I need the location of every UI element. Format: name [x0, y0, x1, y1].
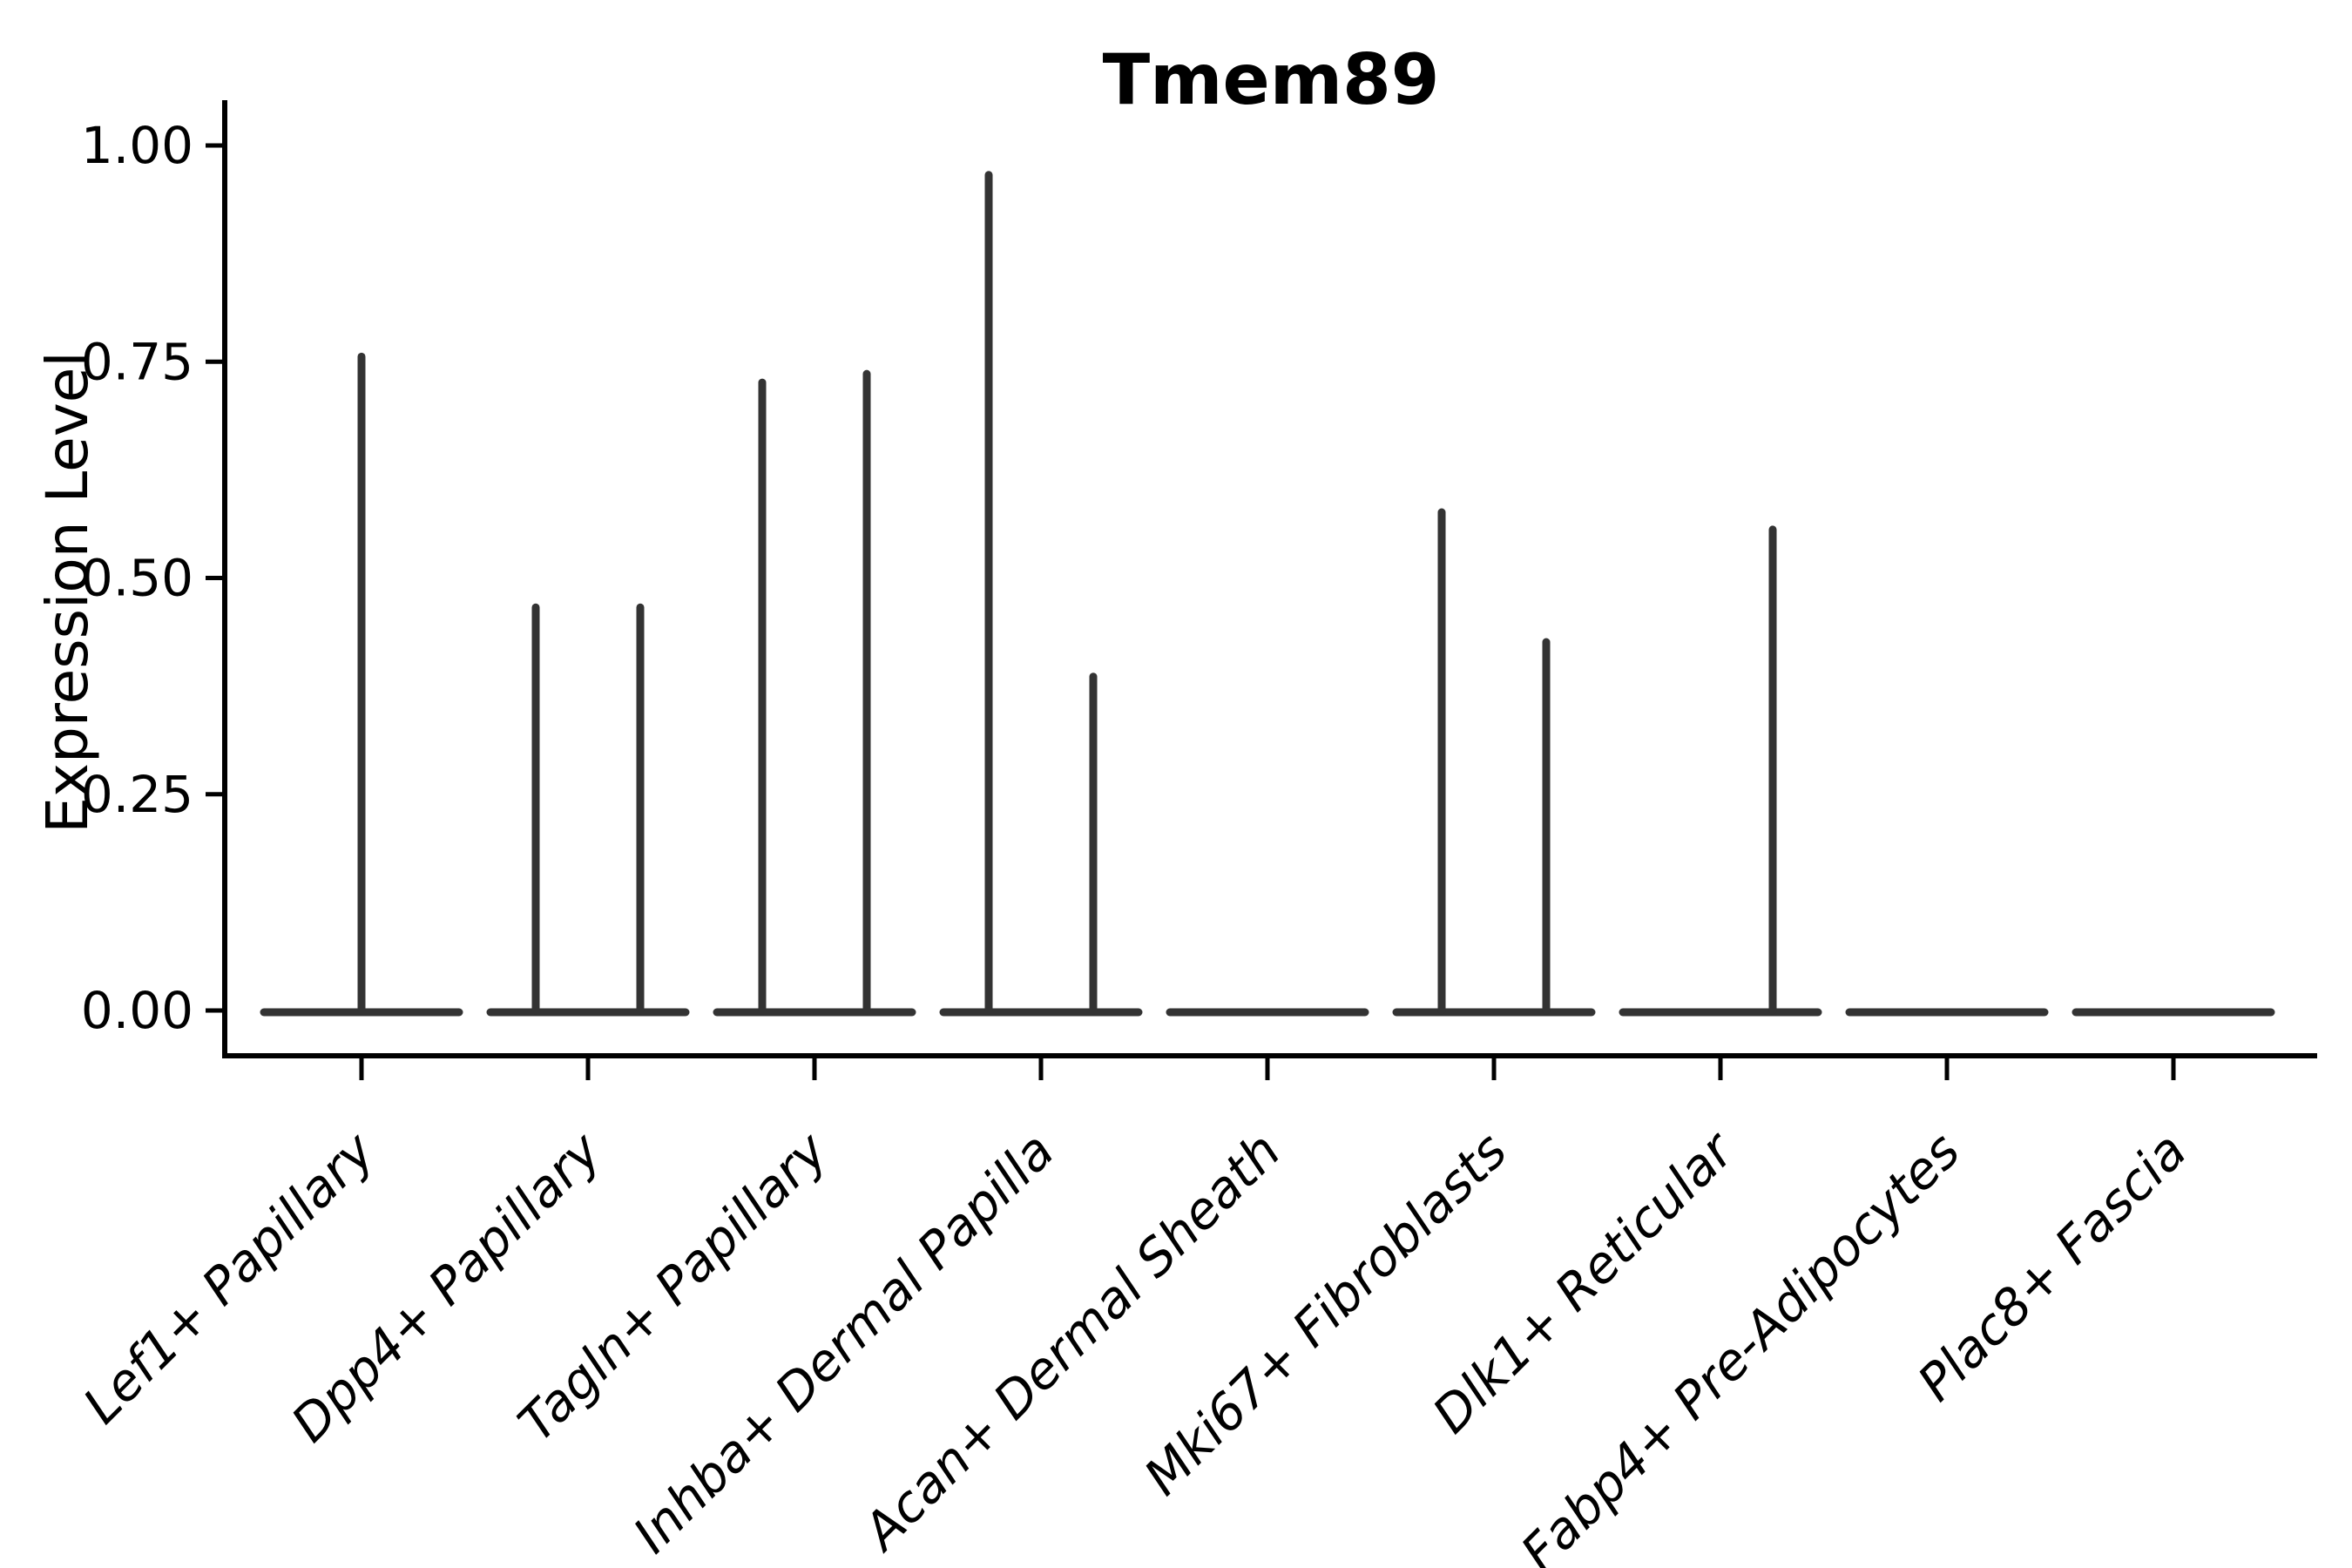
- chart-title: Tmem89: [1102, 39, 1440, 120]
- x-tick-label: Inhba+ Dermal Papilla: [622, 1121, 1065, 1565]
- y-tick-label: 0.75: [81, 332, 193, 391]
- y-tick-label: 0.00: [81, 981, 193, 1040]
- y-tick-label: 1.00: [81, 116, 193, 175]
- y-tick-label: 0.50: [81, 549, 193, 608]
- x-tick-label: Mki67+ Fibroblasts: [1132, 1121, 1518, 1507]
- x-tick-label: Fabp4+ Pre-Adipocytes: [1510, 1121, 1971, 1568]
- x-tick-label: Acan+ Dermal Sheath: [849, 1121, 1292, 1564]
- y-tick-label: 0.25: [81, 765, 193, 824]
